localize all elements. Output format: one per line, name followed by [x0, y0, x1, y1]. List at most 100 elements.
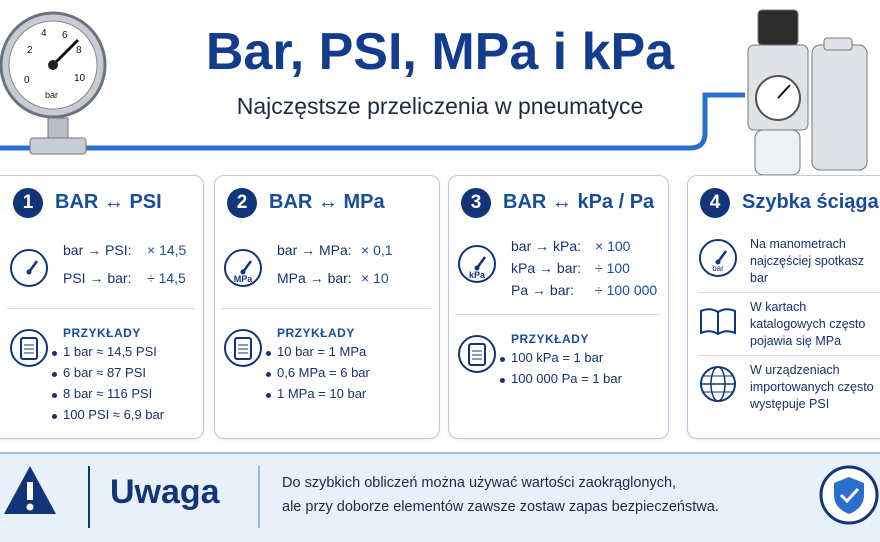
gauge-label: 10: [74, 73, 86, 84]
examples-title: PRZYKŁADY: [511, 332, 589, 346]
example: 1 bar ≈ 14,5 PSI: [63, 344, 157, 359]
bullet-dot: [500, 357, 505, 362]
conversion-label: PSI → bar:: [63, 270, 132, 286]
separator: [7, 308, 195, 309]
shield-icon: [819, 465, 879, 525]
separator: [698, 355, 880, 356]
conversion-label: bar → MPa:: [277, 242, 352, 258]
item-icon-svg: [699, 239, 737, 277]
gauge-label: 8: [76, 45, 82, 56]
bullet-dot: [52, 372, 57, 377]
gauge-icon: kPa: [457, 244, 497, 289]
divider: [258, 466, 260, 528]
separator: [698, 292, 880, 293]
gauge-label: 6: [62, 30, 68, 41]
example: 1 MPa = 10 bar: [277, 386, 367, 401]
gauge-icon: MPa: [223, 248, 263, 293]
card-number: 3: [461, 188, 491, 218]
conversion-factor: × 10: [361, 270, 389, 286]
gauge-unit: bar: [45, 90, 59, 100]
gauge-fitting: [29, 137, 87, 155]
header-graphics: [0, 9, 868, 175]
icon-label: MPa: [233, 274, 253, 284]
gauge-label: 2: [27, 45, 33, 56]
warning-line: ale przy doborze elementów zawsze zostaw…: [282, 499, 719, 515]
conversion-card: 1 BAR ↔ PSI bar → PSI: × 14,5 PSI → bar: ÷ 14…: [0, 175, 204, 439]
example: 10 bar = 1 MPa: [277, 344, 367, 359]
cheatsheet-item: Na manometrach najczęściej spotkasz bar: [750, 237, 864, 285]
cheatsheet-card: 4 Szybka ściąga bar Na manometrach najczęśc…: [687, 175, 880, 439]
card-number: 4: [700, 188, 730, 218]
conversion-card: 3 BAR ↔ kPa / Pa kPa bar → kPa: × 100 kPa → b…: [448, 175, 669, 439]
bullet-dot: [266, 351, 271, 356]
bullet-dot: [52, 351, 57, 356]
item-icon-svg: [700, 308, 736, 336]
example: 100 PSI ≈ 6,9 bar: [63, 407, 165, 422]
conversion-factor: × 100: [595, 238, 631, 254]
icon-label: kPa: [468, 270, 485, 280]
examples-title: PRZYKŁADY: [277, 326, 355, 340]
conversion-label: MPa → bar:: [277, 270, 352, 286]
bullet-dot: [266, 393, 271, 398]
conversion-label: bar → PSI:: [63, 242, 132, 258]
gauge-hub: [48, 60, 58, 70]
conversion-factor: ÷ 14,5: [147, 270, 186, 286]
example: 100 kPa = 1 bar: [511, 350, 604, 365]
air-pipe: [0, 92, 745, 151]
conversion-factor: × 0,1: [361, 242, 393, 258]
cheatsheet-item: W kartach katalogowych często pojawia si…: [750, 300, 866, 348]
regulator-needle: [777, 84, 791, 99]
example: 8 bar ≈ 116 PSI: [63, 386, 153, 401]
gauge-icon-svg: [224, 249, 262, 287]
gauge-icon-svg: [458, 245, 496, 283]
separator: [221, 308, 431, 309]
icon-label: bar: [712, 264, 724, 273]
item-icon: [698, 364, 738, 409]
warning-line: Do szybkich obliczeń można używać wartoś…: [282, 475, 677, 491]
example: 0,6 MPa = 6 bar: [277, 365, 370, 380]
warning-banner: Uwaga Do szybkich obliczeń można używać …: [0, 452, 880, 542]
conversion-label: bar → kPa:: [511, 238, 582, 254]
gauge-stem: [47, 117, 69, 141]
conversion-label: Pa → bar:: [511, 282, 575, 298]
example: 100 000 Pa = 1 bar: [511, 371, 622, 386]
gauge-needle: [51, 38, 80, 67]
card-title: BAR ↔ PSI: [55, 191, 162, 213]
clipboard-icon: [457, 334, 497, 379]
conversion-factor: ÷ 100 000: [595, 282, 658, 298]
clipboard-icon: [223, 328, 263, 373]
cheatsheet-item: W urządzeniach importowanych często wyst…: [750, 363, 874, 411]
clipboard-icon-svg: [224, 329, 262, 367]
item-icon-svg: [700, 366, 736, 402]
clipboard-icon-svg: [10, 329, 48, 367]
divider: [88, 466, 90, 528]
card-title: BAR ↔ MPa: [269, 191, 385, 213]
gauge-icon: [9, 248, 49, 293]
title: Bar, PSI, MPa i kPa: [205, 23, 675, 81]
conversion-factor: × 14,5: [147, 242, 187, 258]
gauge-icon-svg: [10, 249, 48, 287]
conversion-card: 2 BAR ↔ MPa MPa bar → MPa: × 0,1 MPa → bar: × …: [214, 175, 440, 439]
separator: [455, 314, 660, 315]
examples-title: PRZYKŁADY: [63, 326, 141, 340]
bullet-dot: [52, 393, 57, 398]
gauge-label: 4: [41, 28, 47, 39]
example: 6 bar ≈ 87 PSI: [63, 365, 147, 380]
clipboard-icon: [9, 328, 49, 373]
card-title: BAR ↔ kPa / Pa: [503, 191, 655, 213]
warning-text: Do szybkich obliczeń można używać wartoś…: [282, 471, 719, 519]
card-number: 2: [227, 188, 257, 218]
bullet-dot: [266, 372, 271, 377]
item-icon: [698, 301, 738, 346]
gauge-label: 0: [24, 75, 30, 86]
card-number: 1: [13, 188, 43, 218]
clipboard-icon-svg: [458, 335, 496, 373]
warning-icon: [4, 466, 56, 514]
item-icon: bar: [698, 238, 738, 283]
subtitle: Najczęstsze przeliczenia w pneumatyce: [236, 93, 644, 119]
card-title: Szybka ściąga: [742, 191, 879, 213]
bullet-dot: [52, 414, 57, 419]
bullet-dot: [500, 378, 505, 383]
conversion-factor: ÷ 100: [595, 260, 630, 276]
